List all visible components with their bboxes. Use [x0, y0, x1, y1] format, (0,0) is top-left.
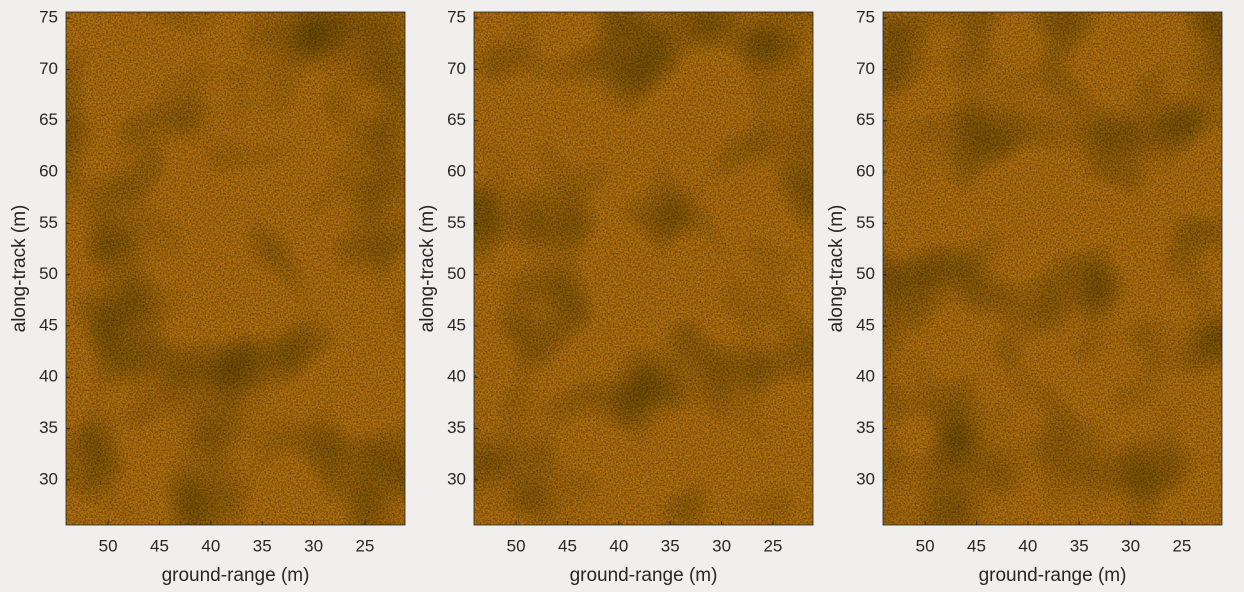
y-tick-label: 55: [39, 213, 58, 232]
y-tick-label: 35: [39, 418, 58, 437]
x-tick-label: 45: [150, 536, 169, 555]
y-tick-label: 70: [856, 59, 875, 78]
y-tick-label: 30: [39, 469, 58, 488]
y-tick-label: 75: [447, 8, 466, 27]
image-speckle: [883, 12, 1222, 525]
y-tick-label: 40: [856, 367, 875, 386]
image-speckle: [66, 12, 405, 525]
y-tick-label: 70: [39, 59, 58, 78]
y-tick-label: 45: [856, 315, 875, 334]
y-tick-label: 30: [447, 469, 466, 488]
x-tick-label: 25: [763, 536, 782, 555]
y-tick-label: 65: [856, 110, 875, 129]
x-tick-label: 40: [609, 536, 628, 555]
y-tick-label: 50: [447, 264, 466, 283]
x-tick-label: 45: [967, 536, 986, 555]
axes-frame: [65, 11, 406, 526]
y-tick-label: 50: [39, 264, 58, 283]
x-tick-label: 25: [1172, 536, 1191, 555]
x-axis-label: ground-range (m): [979, 565, 1127, 586]
y-axis-label: along-track (m): [417, 205, 438, 333]
x-tick-label: 50: [99, 536, 118, 555]
y-tick-label: 40: [39, 367, 58, 386]
x-tick-label: 40: [201, 536, 220, 555]
y-tick-label: 35: [447, 418, 466, 437]
axes-frame: [473, 11, 814, 526]
y-tick-label: 50: [856, 264, 875, 283]
y-tick-label: 75: [856, 8, 875, 27]
x-tick-label: 40: [1018, 536, 1037, 555]
x-tick-label: 50: [916, 536, 935, 555]
y-tick-label: 60: [39, 162, 58, 181]
image-panel: [473, 11, 814, 526]
y-tick-label: 65: [39, 110, 58, 129]
x-tick-label: 25: [355, 536, 374, 555]
x-axis-label: ground-range (m): [570, 565, 718, 586]
y-tick-label: 60: [856, 162, 875, 181]
y-tick-label: 65: [447, 110, 466, 129]
image-speckle: [474, 12, 813, 525]
x-tick-label: 30: [1121, 536, 1140, 555]
y-tick-label: 75: [39, 8, 58, 27]
image-panel: [882, 11, 1223, 526]
y-axis-label: along-track (m): [9, 205, 30, 333]
y-tick-label: 60: [447, 162, 466, 181]
y-tick-label: 40: [447, 367, 466, 386]
image-panel: [65, 11, 406, 526]
y-tick-label: 45: [447, 315, 466, 334]
y-tick-label: 55: [447, 213, 466, 232]
x-axis-label: ground-range (m): [162, 565, 310, 586]
x-tick-label: 30: [712, 536, 731, 555]
x-tick-label: 30: [304, 536, 323, 555]
y-tick-label: 35: [856, 418, 875, 437]
y-tick-label: 45: [39, 315, 58, 334]
x-tick-label: 50: [507, 536, 526, 555]
y-tick-label: 55: [856, 213, 875, 232]
x-tick-label: 35: [253, 536, 272, 555]
axes-frame: [882, 11, 1223, 526]
y-tick-label: 70: [447, 59, 466, 78]
x-tick-label: 35: [1070, 536, 1089, 555]
y-axis-label: along-track (m): [826, 205, 847, 333]
y-tick-label: 30: [856, 469, 875, 488]
x-tick-label: 45: [558, 536, 577, 555]
x-tick-label: 35: [661, 536, 680, 555]
